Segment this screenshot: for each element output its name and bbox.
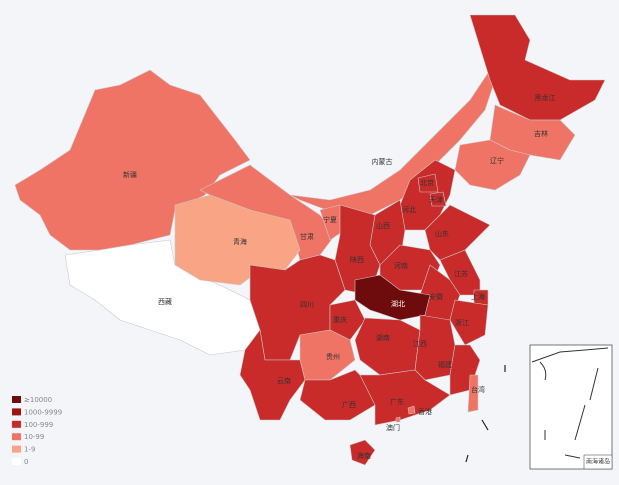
province-label: 山西: [376, 221, 390, 230]
province-label: 陕西: [350, 255, 364, 264]
province-label: 黑龙江: [535, 93, 556, 102]
province-label: 天津: [429, 196, 443, 204]
legend-label: ≥10000: [24, 396, 52, 404]
province: [239, 29, 511, 216]
province-label: 广东: [390, 397, 404, 406]
inset-frame: [529, 344, 613, 470]
province: [429, 191, 447, 207]
legend-swatch: [12, 445, 21, 453]
province-label: 甘肃: [300, 232, 314, 241]
province-label: 澳门: [386, 423, 400, 432]
province-label: 河南: [394, 261, 408, 270]
province-label: 江苏: [454, 269, 468, 278]
province-label: 山东: [435, 229, 449, 238]
sea-lines: [465, 365, 506, 463]
province-label: 台湾: [471, 385, 485, 394]
province: [395, 416, 401, 423]
province-label: 青海: [233, 237, 247, 246]
province: [349, 439, 376, 466]
province-label: 上海: [471, 292, 485, 301]
province-label: 香港: [418, 407, 432, 416]
inset-label: 南海诸岛: [586, 458, 610, 466]
legend-label: 100-999: [24, 421, 53, 429]
inset: 南海诸岛: [529, 344, 613, 470]
province-label: 安徽: [429, 292, 443, 301]
legend-swatch: [12, 458, 21, 465]
province: [354, 317, 421, 376]
province-label: 吉林: [534, 129, 548, 138]
legend-label: 10-99: [24, 433, 44, 441]
province: [329, 299, 366, 341]
province-label: 西藏: [158, 297, 172, 306]
province-label: 内蒙古: [372, 157, 393, 166]
province-label: 海南: [357, 451, 371, 460]
legend-label: 0: [24, 458, 28, 466]
province-label: 广西: [342, 400, 356, 409]
province: [469, 14, 606, 121]
province: [239, 329, 306, 421]
province-label: 湖北: [391, 299, 405, 308]
inset-lines: [531, 347, 609, 459]
province-label: 重庆: [333, 315, 347, 324]
province-label: 浙江: [455, 318, 469, 327]
province: [359, 369, 451, 426]
province-label: 宁夏: [323, 215, 337, 224]
province: [454, 139, 531, 191]
province-label: 湖南: [376, 333, 390, 342]
province: [414, 314, 456, 381]
legend: ≥10000 1000-9999 100-999 10-99 1-9 0: [12, 396, 62, 466]
province-label: 北京: [420, 178, 434, 187]
province: [354, 274, 431, 321]
province-label: 河北: [402, 206, 416, 214]
province: [467, 374, 479, 413]
province-label: 四川: [300, 301, 314, 309]
legend-swatch: [12, 433, 21, 441]
province: [407, 405, 416, 415]
province: [449, 299, 489, 346]
province-label: 江西: [413, 340, 427, 348]
legend-swatch: [12, 420, 21, 428]
province: [424, 204, 491, 261]
province-label: 新疆: [123, 170, 137, 179]
province-label: 福建: [438, 360, 452, 369]
province-layer: [14, 14, 606, 466]
province: [14, 69, 251, 251]
province-label: 贵州: [326, 352, 340, 361]
legend-swatch: [12, 396, 21, 403]
legend-label: 1000-9999: [24, 408, 62, 416]
inset-label-box: [583, 454, 613, 470]
province-label: 辽宁: [490, 156, 504, 165]
province-label: 云南: [277, 376, 291, 385]
legend-swatch: [12, 408, 21, 416]
legend-label: 1-9: [24, 446, 35, 454]
province: [417, 173, 439, 193]
